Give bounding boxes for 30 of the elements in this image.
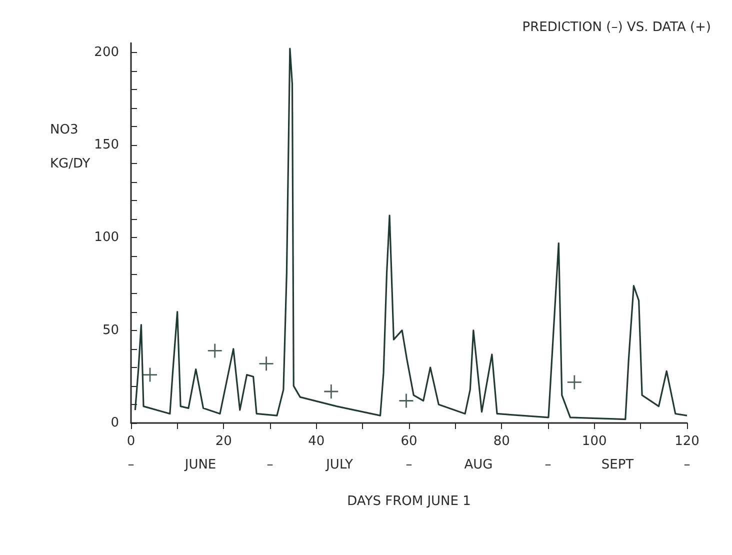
x-tick-label: 0 [126, 434, 136, 449]
text: JULY [325, 458, 353, 472]
x-tick-label: 120 [674, 434, 700, 449]
chart-title: PREDICTION (–) VS. DATA (+) [522, 20, 712, 35]
x-axis-title: DAYS FROM JUNE 1 [347, 494, 471, 509]
point [567, 375, 582, 390]
x-tick-label: 100 [582, 434, 607, 449]
point [324, 384, 338, 398]
y-tick-label: 100 [94, 230, 119, 246]
y-tick-label: 0 [110, 416, 119, 430]
point [399, 394, 414, 408]
point [208, 344, 222, 358]
text: – [266, 458, 274, 472]
y-tick-label: 150 [94, 137, 119, 152]
point [259, 356, 274, 371]
text: SEPT [601, 458, 634, 472]
text: – [684, 458, 690, 472]
text: – [544, 458, 552, 472]
text: JUNE [184, 458, 216, 472]
line-series [134, 48, 688, 420]
text: AUG [464, 458, 493, 472]
text: – [406, 458, 412, 472]
x-tick-label: 20 [215, 434, 232, 449]
y-tick-label: 200 [94, 44, 119, 60]
x-tick-label: 60 [400, 434, 418, 449]
x-tick-label: 40 [308, 434, 325, 449]
text: NO3 KG/DY [50, 122, 90, 172]
x-tick-label: 80 [493, 434, 510, 449]
text: – [128, 458, 134, 472]
y-tick-label: 50 [102, 322, 119, 338]
